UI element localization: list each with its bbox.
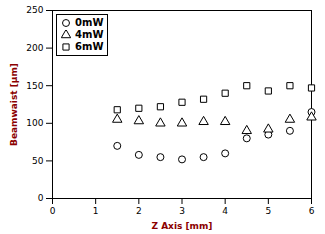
html-text:0mW: 0mW	[75, 17, 104, 28]
svg-text:50: 50	[32, 156, 44, 166]
svg-text:200: 200	[26, 43, 43, 53]
svg-text:250: 250	[26, 5, 43, 15]
svg-text:3: 3	[179, 206, 185, 216]
svg-text:100: 100	[26, 118, 43, 128]
svg-text:4: 4	[222, 206, 228, 216]
svg-text:2: 2	[136, 206, 142, 216]
svg-text:0: 0	[38, 193, 44, 203]
svg-text:Z Axis [mm]: Z Axis [mm]	[152, 221, 213, 231]
svg-text:150: 150	[26, 81, 43, 91]
svg-text:6: 6	[309, 206, 315, 216]
html-text:6mW: 6mW	[75, 41, 104, 52]
svg-text:1: 1	[93, 206, 99, 216]
svg-text:Beamwaist [μm]: Beamwaist [μm]	[9, 63, 19, 146]
html-text:4mW: 4mW	[75, 29, 104, 40]
svg-text:0: 0	[50, 206, 56, 216]
svg-text:5: 5	[265, 206, 271, 216]
